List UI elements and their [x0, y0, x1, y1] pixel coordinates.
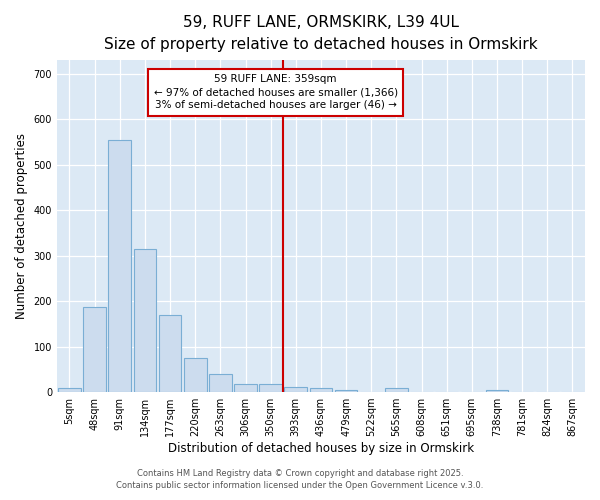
Bar — [109, 140, 131, 392]
Text: 59 RUFF LANE: 359sqm
← 97% of detached houses are smaller (1,366)
3% of semi-det: 59 RUFF LANE: 359sqm ← 97% of detached h… — [154, 74, 398, 110]
Bar — [335, 390, 358, 392]
Bar — [284, 386, 307, 392]
Bar — [485, 390, 508, 392]
Bar — [58, 388, 81, 392]
Bar — [83, 306, 106, 392]
Bar — [310, 388, 332, 392]
Title: 59, RUFF LANE, ORMSKIRK, L39 4UL
Size of property relative to detached houses in: 59, RUFF LANE, ORMSKIRK, L39 4UL Size of… — [104, 15, 538, 52]
Bar — [385, 388, 408, 392]
Bar — [184, 358, 206, 392]
Bar — [234, 384, 257, 392]
Text: Contains HM Land Registry data © Crown copyright and database right 2025.
Contai: Contains HM Land Registry data © Crown c… — [116, 468, 484, 490]
Y-axis label: Number of detached properties: Number of detached properties — [15, 133, 28, 319]
Bar — [134, 249, 156, 392]
X-axis label: Distribution of detached houses by size in Ormskirk: Distribution of detached houses by size … — [168, 442, 474, 455]
Bar — [209, 374, 232, 392]
Bar — [159, 315, 181, 392]
Bar — [259, 384, 282, 392]
